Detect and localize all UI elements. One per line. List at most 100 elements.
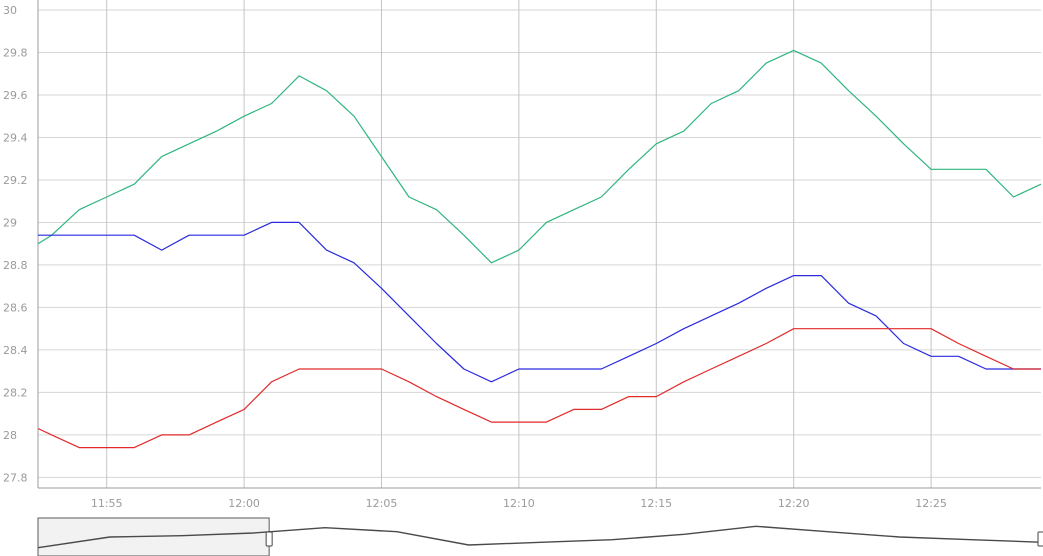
data-point (380, 368, 383, 371)
data-point (985, 355, 988, 358)
data-point (710, 368, 713, 371)
y-tick-label: 29.6 (3, 89, 28, 102)
data-point (847, 327, 850, 330)
y-tick-label: 28.8 (3, 259, 28, 272)
data-point (572, 408, 575, 411)
x-tick-label: 12:10 (503, 497, 535, 510)
data-point (462, 368, 465, 371)
data-point (820, 274, 823, 277)
data-point (435, 342, 438, 345)
data-point (902, 342, 905, 345)
data-point (627, 395, 630, 398)
data-point (710, 314, 713, 317)
data-point (545, 221, 548, 224)
data-point (1040, 183, 1043, 186)
data-point (682, 130, 685, 133)
data-point (215, 130, 218, 133)
data-point (682, 327, 685, 330)
x-tick-label: 12:15 (640, 497, 672, 510)
data-point (435, 395, 438, 398)
data-point (600, 195, 603, 198)
data-point (737, 89, 740, 92)
range-navigator[interactable] (37, 517, 1043, 556)
data-point (37, 242, 40, 245)
data-point (188, 142, 191, 145)
y-tick-label: 28.4 (3, 344, 28, 357)
data-point (407, 314, 410, 317)
x-tick-label: 12:20 (778, 497, 810, 510)
data-point (930, 355, 933, 358)
data-point (160, 155, 163, 158)
data-point (160, 249, 163, 252)
data-point (105, 195, 108, 198)
y-tick-label: 29.8 (3, 46, 28, 59)
data-point (655, 342, 658, 345)
data-point (380, 287, 383, 290)
navigator-left-handle[interactable] (265, 531, 273, 547)
data-point (490, 261, 493, 264)
navigator-selected-window[interactable] (37, 517, 270, 556)
x-tick-label: 12:00 (228, 497, 260, 510)
y-tick-label: 29.2 (3, 174, 28, 187)
data-point (270, 102, 273, 105)
data-point (600, 408, 603, 411)
data-point (50, 234, 53, 237)
y-tick-label: 30 (3, 4, 17, 17)
data-point (902, 327, 905, 330)
y-tick-label: 29.4 (3, 131, 28, 144)
data-point (325, 249, 328, 252)
data-point (407, 195, 410, 198)
data-point (188, 433, 191, 436)
data-point (270, 221, 273, 224)
x-axis-tick-labels: 11:55 12:00 12:05 12:10 12:15 12:20 12:25 (91, 497, 947, 510)
data-point (985, 368, 988, 371)
x-gridlines (106, 0, 932, 488)
data-point (188, 234, 191, 237)
data-point (765, 287, 768, 290)
data-point (655, 142, 658, 145)
data-point (765, 342, 768, 345)
y-axis-tick-labels: 27.8 28 28.2 28.4 28.6 28.8 29 29.2 29.4 29.6 29.8… (3, 4, 28, 484)
data-point (875, 115, 878, 118)
data-point (462, 408, 465, 411)
data-point (298, 368, 301, 371)
data-point (627, 168, 630, 171)
data-point (572, 208, 575, 211)
data-point (957, 342, 960, 345)
data-point (792, 274, 795, 277)
data-point (792, 327, 795, 330)
data-point (655, 395, 658, 398)
data-point (517, 368, 520, 371)
data-point (50, 433, 53, 436)
data-point (490, 421, 493, 424)
data-point (353, 368, 356, 371)
data-point (133, 446, 136, 449)
data-point (875, 327, 878, 330)
data-point (792, 49, 795, 52)
data-point (682, 380, 685, 383)
series-line-0 (37, 49, 1042, 264)
data-point (298, 74, 301, 77)
data-point (957, 355, 960, 358)
data-point (985, 168, 988, 171)
data-point (902, 142, 905, 145)
data-point (133, 183, 136, 186)
data-point (737, 302, 740, 305)
navigator-right-handle[interactable] (1037, 531, 1043, 547)
y-gridlines (38, 9, 1041, 478)
data-point (600, 368, 603, 371)
data-point (215, 421, 218, 424)
y-tick-label: 27.8 (3, 471, 28, 484)
data-point (215, 234, 218, 237)
data-point (243, 234, 246, 237)
data-point (133, 234, 136, 237)
data-point (820, 62, 823, 65)
data-point (270, 380, 273, 383)
data-point (765, 62, 768, 65)
data-point (517, 249, 520, 252)
data-point (78, 234, 81, 237)
data-point (737, 355, 740, 358)
data-point (545, 421, 548, 424)
data-point (490, 380, 493, 383)
